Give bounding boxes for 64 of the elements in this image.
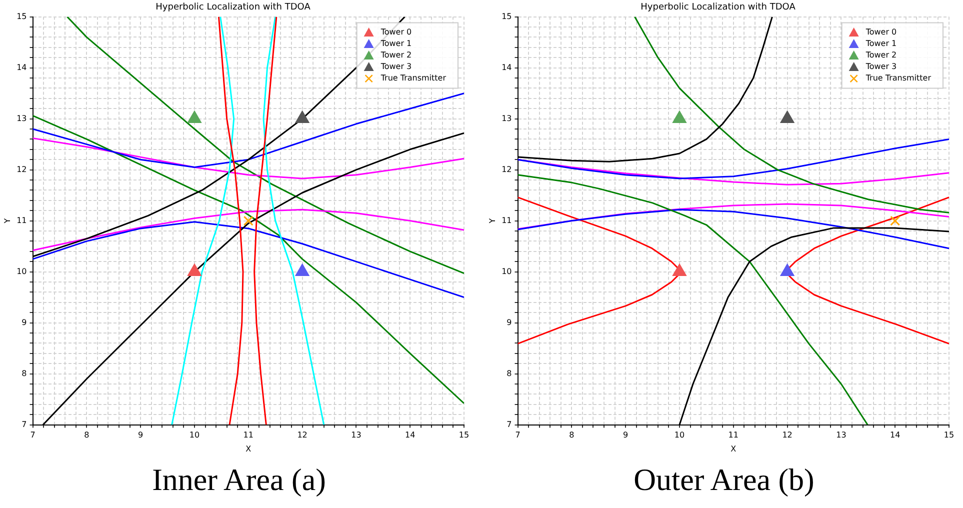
point xyxy=(672,264,686,276)
y-tick-label: 10 xyxy=(16,266,27,276)
chart-title: Hyperbolic Localization with TDOA xyxy=(640,2,796,13)
x-tick-label: 15 xyxy=(944,430,954,440)
point xyxy=(188,264,202,276)
point xyxy=(243,216,254,226)
x-tick-label: 7 xyxy=(30,430,36,440)
x-tick-label: 10 xyxy=(189,430,200,440)
legend-label: Tower 2 xyxy=(864,50,897,60)
y-tick-label: 8 xyxy=(506,368,512,378)
point xyxy=(780,264,794,276)
y-tick-label: 8 xyxy=(22,368,27,378)
x-tick-label: 12 xyxy=(782,430,792,440)
legend-label: Tower 3 xyxy=(380,62,412,72)
y-tick-label: 9 xyxy=(22,318,27,327)
x-tick-label: 9 xyxy=(138,430,144,440)
legend-label: Tower 0 xyxy=(380,28,412,37)
legend-label: Tower 2 xyxy=(380,50,412,60)
x-tick-label: 13 xyxy=(351,430,362,440)
y-tick-label: 13 xyxy=(16,114,27,123)
x-tick-label: 14 xyxy=(405,430,416,440)
x-tick-label: 7 xyxy=(515,430,520,440)
point xyxy=(672,111,686,124)
x-tick-label: 14 xyxy=(890,430,900,440)
x-tick-label: 8 xyxy=(569,430,574,440)
y-tick-label: 12 xyxy=(502,164,512,174)
x-axis-title: X xyxy=(730,444,737,454)
y-tick-label: 11 xyxy=(502,216,512,225)
x-tick-label: 12 xyxy=(297,430,308,440)
y-tick-label: 14 xyxy=(502,62,512,72)
point xyxy=(295,264,310,276)
y-tick-label: 7 xyxy=(22,420,27,429)
point xyxy=(295,111,310,124)
x-axis-title: X xyxy=(246,444,252,454)
legend-label: True Transmitter xyxy=(864,74,932,83)
y-tick-label: 7 xyxy=(506,420,512,429)
point xyxy=(890,216,900,226)
y-tick-label: 9 xyxy=(506,318,512,327)
y-tick-label: 10 xyxy=(502,266,512,276)
x-tick-label: 9 xyxy=(623,430,628,440)
legend-label: Tower 0 xyxy=(864,28,897,37)
text: Outer Area (b) xyxy=(632,462,816,498)
y-tick-label: 15 xyxy=(16,12,27,21)
chart-title: Hyperbolic Localization with TDOA xyxy=(156,2,312,13)
x-tick-label: 15 xyxy=(458,430,470,440)
legend-label: True Transmitter xyxy=(380,74,447,83)
x-tick-label: 11 xyxy=(728,430,738,440)
x-tick-label: 11 xyxy=(243,430,254,440)
point xyxy=(780,111,794,124)
y-axis-title: Y xyxy=(488,218,497,224)
y-tick-label: 12 xyxy=(16,164,27,174)
legend-label: Tower 1 xyxy=(380,39,412,48)
x-tick-label: 8 xyxy=(84,430,90,440)
x-tick-label: 10 xyxy=(674,430,685,440)
y-tick-label: 13 xyxy=(502,114,512,123)
legend-label: Tower 1 xyxy=(864,39,897,48)
y-tick-label: 11 xyxy=(16,216,27,225)
y-axis-title: Y xyxy=(2,218,12,224)
text: Inner Area (a) xyxy=(151,462,327,498)
point xyxy=(188,111,202,124)
y-tick-label: 15 xyxy=(502,12,512,21)
legend-label: Tower 3 xyxy=(864,62,897,72)
y-tick-label: 14 xyxy=(16,62,27,72)
x-tick-label: 13 xyxy=(836,430,846,440)
